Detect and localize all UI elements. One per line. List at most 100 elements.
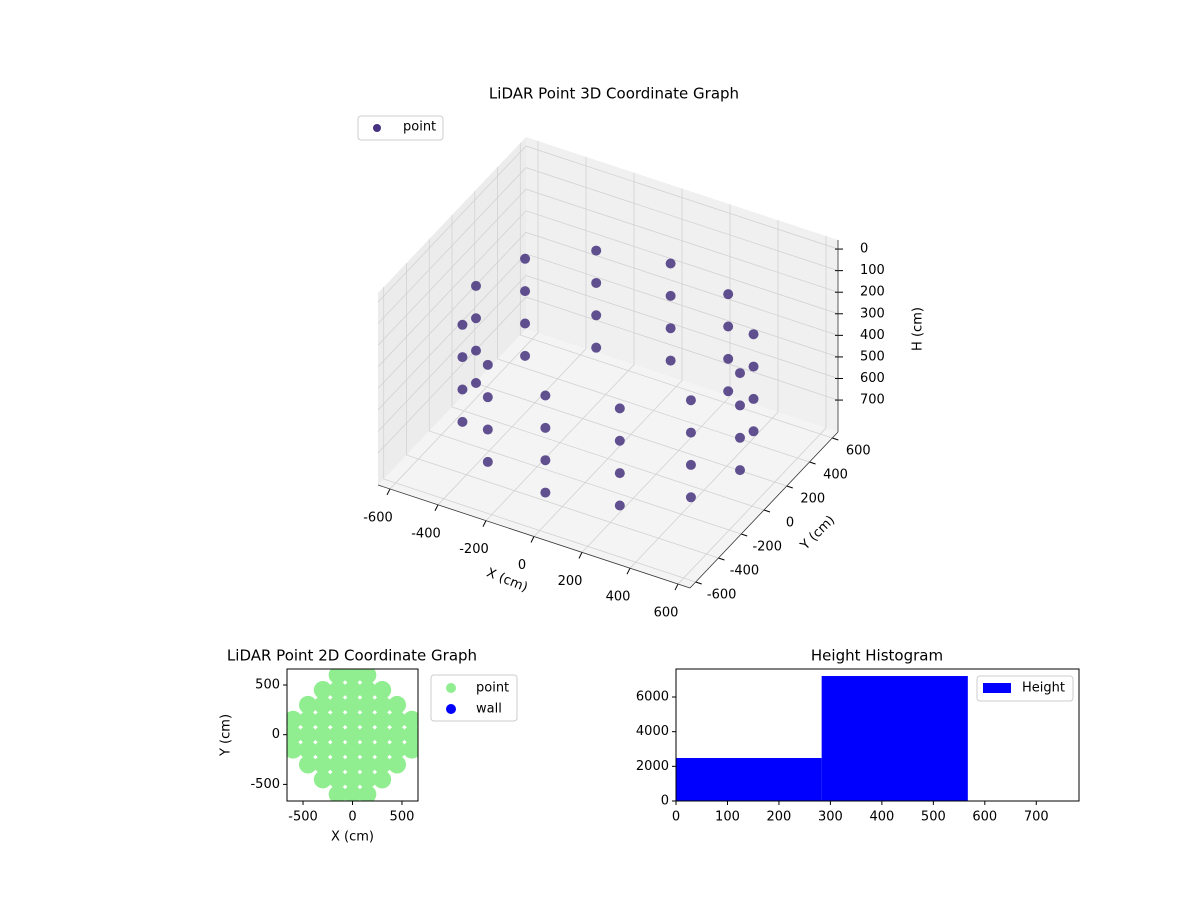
x-tick-label: -400 xyxy=(411,526,441,541)
point xyxy=(457,416,468,427)
x-tick-label: 200 xyxy=(558,574,583,589)
legend-label: wall xyxy=(476,702,502,717)
point xyxy=(343,680,362,699)
point xyxy=(685,395,696,406)
bar xyxy=(676,758,822,801)
grid-line xyxy=(519,143,833,439)
point xyxy=(373,770,392,789)
chart-title: Height Histogram xyxy=(811,647,943,665)
point xyxy=(482,392,493,403)
point xyxy=(520,318,531,329)
legend-marker xyxy=(446,683,456,693)
point xyxy=(343,695,362,714)
axes-frame xyxy=(286,668,419,802)
point xyxy=(358,725,377,744)
grid-line xyxy=(377,210,839,368)
y-tick-label: 6000 xyxy=(636,689,669,704)
z-tick-label: 500 xyxy=(860,349,885,364)
grid-line xyxy=(428,239,742,535)
point xyxy=(313,770,332,789)
x-tick xyxy=(626,567,631,575)
point xyxy=(328,669,347,685)
grid-line xyxy=(581,204,731,553)
z-tick-label: 0 xyxy=(860,242,868,257)
point xyxy=(328,785,347,801)
x-tick-label: -200 xyxy=(459,542,489,557)
x-axis xyxy=(377,484,691,589)
z-tick-label: 600 xyxy=(860,371,885,386)
grid-line xyxy=(377,296,839,454)
point xyxy=(388,695,407,714)
x-tick xyxy=(482,520,487,527)
legend-label: point xyxy=(476,681,509,696)
point xyxy=(735,465,745,476)
point xyxy=(298,710,317,729)
x-tick-label: 300 xyxy=(818,810,843,825)
legend-marker xyxy=(446,704,456,714)
point xyxy=(735,368,745,379)
point xyxy=(748,393,759,404)
grid-line xyxy=(389,140,539,490)
x-tick xyxy=(434,504,439,512)
grid-line xyxy=(377,231,839,389)
point xyxy=(402,740,418,759)
point xyxy=(343,710,362,729)
y-tick-label: 0 xyxy=(786,516,794,531)
legend-patch xyxy=(983,683,1011,693)
axes-frame xyxy=(675,668,1080,802)
point xyxy=(388,755,407,774)
point xyxy=(457,384,468,395)
point xyxy=(614,468,625,479)
point xyxy=(343,755,362,774)
x-tick xyxy=(674,583,679,591)
grid-line xyxy=(383,287,696,583)
point xyxy=(358,785,377,801)
point xyxy=(457,352,468,363)
x-tick xyxy=(386,488,391,496)
y-axis xyxy=(689,431,839,589)
point xyxy=(358,695,377,714)
point xyxy=(748,329,759,340)
grid-line xyxy=(451,215,765,511)
y-axis-label: Y (cm) xyxy=(219,714,234,757)
point xyxy=(482,359,493,370)
grid-line xyxy=(377,167,839,324)
point xyxy=(287,710,303,729)
plot-area xyxy=(287,669,418,801)
x-tick-label: 400 xyxy=(869,810,894,825)
x-tick-label: -500 xyxy=(288,810,318,825)
point xyxy=(358,770,377,789)
x-tick-label: 200 xyxy=(767,810,792,825)
point xyxy=(313,740,332,759)
point xyxy=(298,740,317,759)
point xyxy=(685,427,696,438)
point xyxy=(402,725,418,744)
point xyxy=(313,695,332,714)
point xyxy=(520,286,531,297)
y-tick-label: 4000 xyxy=(636,724,669,739)
z-tick-label: 400 xyxy=(860,328,885,343)
point xyxy=(471,345,481,356)
x-tick-label: -600 xyxy=(363,510,393,525)
point xyxy=(591,277,602,288)
point xyxy=(614,435,625,446)
y-tick-label: -500 xyxy=(250,777,280,792)
grid-line xyxy=(677,236,827,585)
point xyxy=(313,710,332,729)
legend-marker xyxy=(373,124,381,132)
y-tick-label: -400 xyxy=(730,564,760,579)
chart-title: LiDAR Point 3D Coordinate Graph xyxy=(489,85,739,103)
z-tick-label: 100 xyxy=(860,263,885,278)
point xyxy=(748,426,759,437)
point xyxy=(591,310,602,321)
x-tick-label: 600 xyxy=(654,606,679,621)
point xyxy=(373,755,392,774)
point xyxy=(723,386,734,397)
point xyxy=(328,695,347,714)
point xyxy=(388,740,407,759)
point xyxy=(614,500,625,511)
y-tick xyxy=(832,437,839,441)
point xyxy=(540,390,551,401)
point xyxy=(471,377,481,388)
point xyxy=(328,710,347,729)
